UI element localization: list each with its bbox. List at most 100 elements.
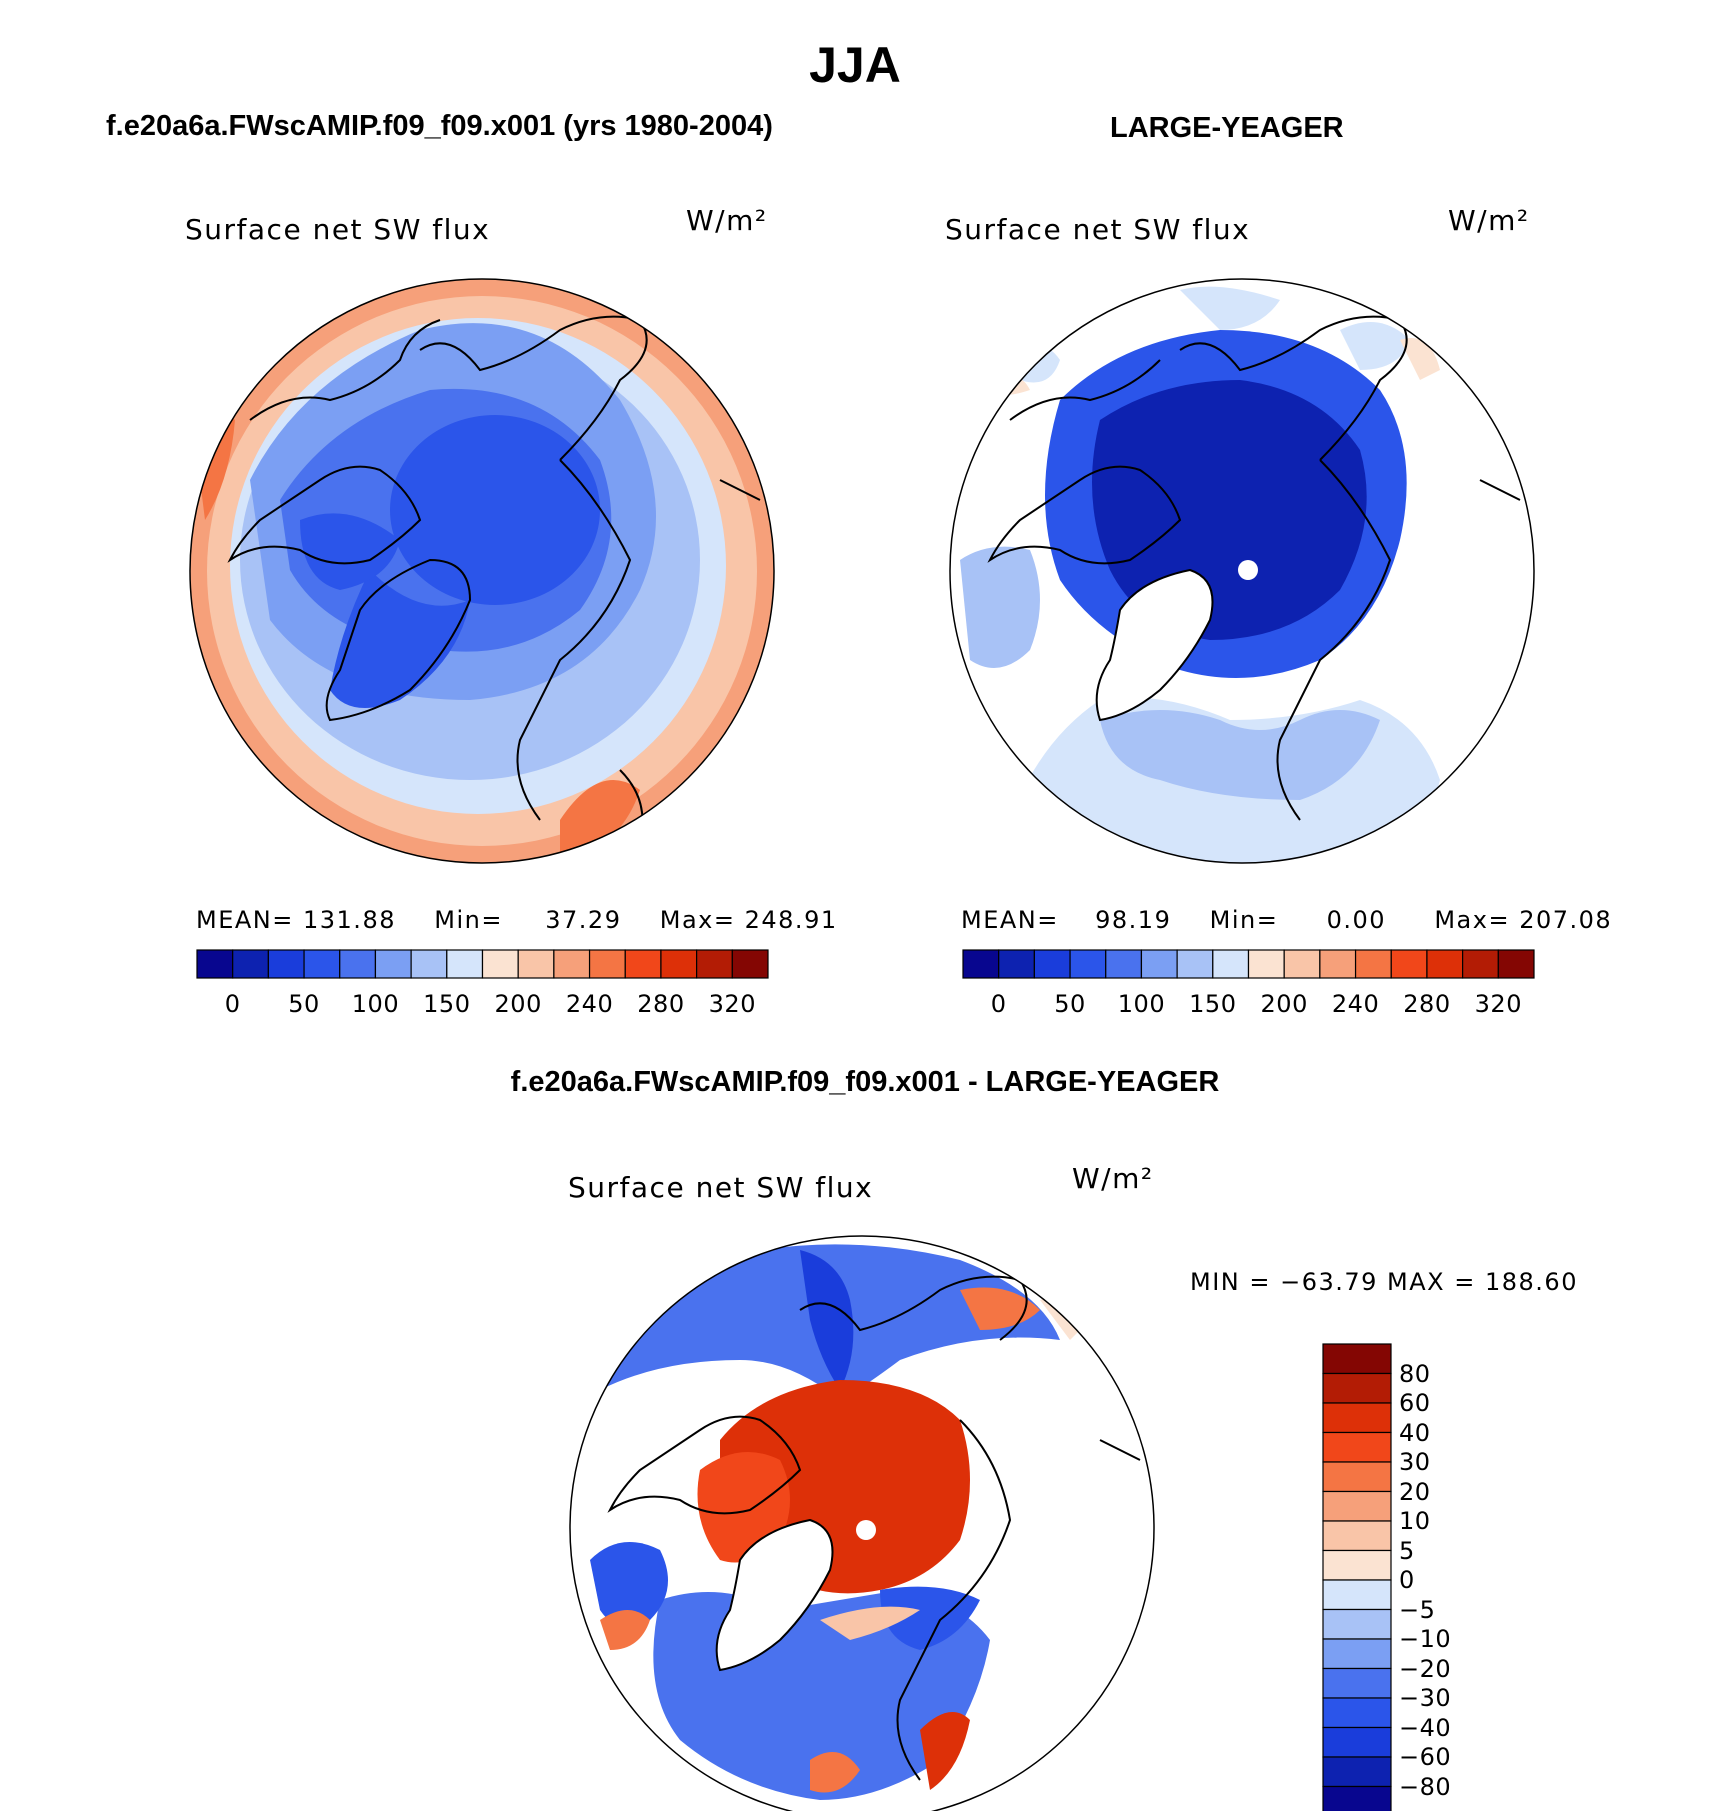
right-colorbar-tick-label: 280 <box>1403 990 1451 1018</box>
diff-colorbar-tick-label: 20 <box>1399 1477 1431 1506</box>
left-colorbar-cell <box>517 949 555 979</box>
diff-colorbar-cell <box>1322 1372 1392 1404</box>
left-colorbar-cell <box>267 949 305 979</box>
left-colorbar-cell <box>553 949 591 979</box>
diff-colorbar-tick-label: 0 <box>1399 1566 1415 1594</box>
diff-colorbar-tick-label: 40 <box>1399 1418 1431 1447</box>
diff-minmax: MIN = −63.79 MAX = 188.60 <box>1190 1268 1578 1296</box>
left-colorbar-tick-label: 50 <box>288 990 320 1018</box>
right-stats: MEAN= 98.19 Min= 0.00 Max= 207.08 <box>961 906 1612 934</box>
diff-colorbar-cell <box>1322 1579 1392 1611</box>
right-colorbar-cell <box>1390 949 1428 979</box>
right-colorbar-cell <box>1033 949 1071 979</box>
right-case-title: LARGE-YEAGER <box>1110 112 1344 144</box>
left-colorbar-tick-label: 320 <box>708 990 756 1018</box>
left-polar-map <box>189 278 775 864</box>
right-mean-value: 98.19 <box>1095 906 1172 934</box>
right-colorbar-cell <box>1069 949 1107 979</box>
right-colorbar-tick-label: 320 <box>1474 990 1522 1018</box>
left-colorbar-cell <box>303 949 341 979</box>
right-colorbar <box>962 949 1535 979</box>
left-colorbar-cell <box>374 949 412 979</box>
diff-colorbar-tick-label: 80 <box>1399 1359 1431 1388</box>
difference-polar-map <box>569 1235 1155 1811</box>
diff-colorbar-cell <box>1322 1461 1392 1493</box>
diff-colorbar-tick-label: −10 <box>1399 1625 1452 1653</box>
left-colorbar-cell <box>696 949 733 979</box>
left-max-label: Max= <box>659 906 736 934</box>
left-colorbar-cell <box>446 949 484 979</box>
left-variable-label: Surface net SW flux <box>185 213 491 246</box>
left-colorbar-cell <box>410 949 448 979</box>
diff-title: f.e20a6a.FWscAMIP.f09_f09.x001 - LARGE-Y… <box>510 1066 1220 1098</box>
right-colorbar-tick-label: 150 <box>1189 990 1237 1018</box>
diff-colorbar-cell <box>1322 1756 1392 1788</box>
diff-colorbar-tick-label: −20 <box>1399 1654 1452 1683</box>
left-colorbar-cell <box>481 949 519 979</box>
right-colorbar-cell <box>1354 949 1392 979</box>
left-colorbar-tick-label: 150 <box>423 990 471 1018</box>
left-colorbar-cell <box>624 949 662 979</box>
left-max-value: 248.91 <box>744 906 838 934</box>
right-colorbar-cell <box>962 949 1000 979</box>
diff-colorbar-cell <box>1322 1402 1392 1434</box>
right-colorbar-cell <box>1319 949 1357 979</box>
diff-units-label: W/m² <box>1072 1162 1154 1195</box>
diff-colorbar-cell <box>1322 1726 1392 1758</box>
diff-colorbar-tick-label: −40 <box>1399 1713 1452 1742</box>
right-colorbar-cell <box>1426 949 1464 979</box>
left-colorbar-cell <box>588 949 626 979</box>
diff-colorbar-tick-label: −5 <box>1399 1595 1436 1624</box>
right-variable-label: Surface net SW flux <box>945 213 1251 246</box>
diff-colorbar-cell <box>1322 1343 1392 1375</box>
left-stats: MEAN= 131.88 Min= 37.29 Max= 248.91 <box>196 906 838 934</box>
right-colorbar-tick-label: 0 <box>990 990 1007 1018</box>
left-colorbar-cell <box>731 949 769 979</box>
right-colorbar-tick-label: 50 <box>1054 990 1086 1018</box>
left-colorbar <box>196 949 769 979</box>
right-mean-label: MEAN= <box>961 906 1059 934</box>
right-max-value: 207.08 <box>1519 906 1613 934</box>
left-min-value: 37.29 <box>545 906 622 934</box>
left-colorbar-tick-label: 0 <box>224 990 241 1018</box>
left-mean-label: MEAN= <box>196 906 294 934</box>
diff-colorbar-cell <box>1322 1785 1392 1811</box>
diff-colorbar-cell <box>1322 1667 1392 1699</box>
diff-colorbar-cell <box>1322 1697 1392 1729</box>
left-colorbar-cell <box>339 949 377 979</box>
figure-title: JJA <box>809 37 901 93</box>
left-case-title: f.e20a6a.FWscAMIP.f09_f09.x001 (yrs 1980… <box>106 110 773 142</box>
right-min-label: Min= <box>1209 906 1279 934</box>
diff-colorbar-cell <box>1322 1520 1392 1552</box>
diff-colorbar-tick-label: −80 <box>1399 1772 1452 1801</box>
diff-colorbar-cell <box>1322 1608 1392 1640</box>
diff-colorbar-tick-label: 5 <box>1399 1536 1415 1565</box>
diff-colorbar-cell <box>1322 1549 1392 1581</box>
right-colorbar-cell <box>1176 949 1214 979</box>
right-units-label: W/m² <box>1448 204 1530 237</box>
left-colorbar-tick-label: 280 <box>637 990 685 1018</box>
diff-colorbar-tick-label: 60 <box>1399 1389 1431 1417</box>
diff-colorbar-tick-label: −60 <box>1399 1743 1452 1771</box>
right-colorbar-cell <box>1140 949 1178 979</box>
right-colorbar-cell <box>1497 949 1535 979</box>
diff-colorbar-tick-label: 10 <box>1399 1507 1431 1535</box>
left-mean-value: 131.88 <box>303 906 396 934</box>
right-max-label: Max= <box>1434 906 1511 934</box>
diff-colorbar-tick-label: −30 <box>1399 1684 1452 1712</box>
right-colorbar-cell <box>1105 949 1143 979</box>
diff-colorbar-cell <box>1322 1490 1392 1522</box>
right-colorbar-tick-label: 200 <box>1260 990 1308 1018</box>
left-min-label: Min= <box>434 906 503 934</box>
left-colorbar-cell <box>660 949 698 979</box>
diff-colorbar-tick-label: 30 <box>1399 1448 1431 1476</box>
right-colorbar-cell <box>1283 949 1321 979</box>
right-colorbar-cell <box>1462 949 1499 979</box>
left-colorbar-cell <box>232 949 269 979</box>
right-colorbar-tick-label: 100 <box>1117 990 1166 1018</box>
right-colorbar-cell <box>1212 949 1250 979</box>
right-min-value: 0.00 <box>1326 906 1387 934</box>
right-polar-map <box>949 278 1535 864</box>
diff-colorbar-cell <box>1322 1431 1392 1463</box>
